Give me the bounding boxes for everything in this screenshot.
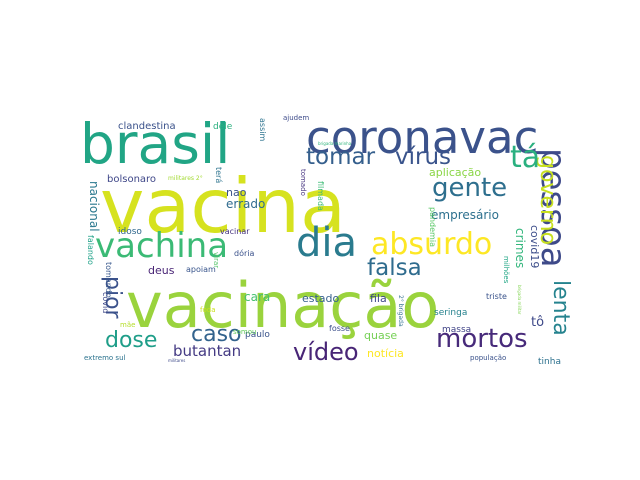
word: vacinar (220, 227, 250, 236)
word: filmada (316, 181, 325, 211)
word: vachina (95, 226, 229, 266)
word: virar (212, 252, 220, 269)
word-cloud: vacina vacinação coronavac brasil vachin… (80, 111, 573, 367)
word: terá (214, 167, 223, 184)
word: tomar (306, 144, 376, 170)
word: nao (226, 186, 247, 199)
word: fila (370, 292, 387, 305)
word: coronavac (306, 111, 539, 164)
word: mãe (120, 321, 136, 329)
word: extremo sul (84, 354, 126, 362)
word: dia (296, 220, 358, 266)
word: cara (244, 290, 271, 304)
word: militares 2° (168, 175, 203, 182)
word: falando (86, 235, 95, 265)
word: empresário (431, 208, 499, 222)
word: falsa (367, 255, 422, 281)
word: milhões (502, 256, 510, 284)
word: clandestina (118, 121, 176, 132)
word: estado (302, 292, 340, 305)
word: dose (105, 328, 158, 353)
word: lenta (548, 280, 573, 336)
word: mortos (436, 324, 528, 354)
word: ajudem (283, 114, 310, 122)
word: covid (101, 292, 110, 314)
word: notícia (367, 347, 404, 360)
word: vírus (395, 144, 452, 170)
word: caso (191, 322, 242, 347)
word: quase (364, 329, 398, 342)
word: errado (226, 197, 266, 211)
word: 2° brigada (397, 295, 404, 327)
word: tá (510, 140, 541, 175)
word: seringa (434, 308, 468, 318)
word: tô (531, 315, 545, 330)
word: brigada marinha (318, 141, 352, 146)
word: assim (258, 118, 267, 142)
word: dele (213, 122, 233, 132)
word: nacional (87, 181, 101, 232)
word: butantan (173, 342, 242, 360)
word: brasil (80, 112, 231, 176)
word: militares (168, 358, 186, 363)
word: tinha (538, 357, 561, 367)
word: apoiam (186, 265, 216, 274)
word: pandemia (428, 207, 437, 247)
word: gente (432, 173, 508, 203)
word: massa (442, 325, 472, 335)
word: brigada militar (517, 285, 522, 315)
word: população (470, 354, 507, 362)
word: crimes (513, 228, 527, 269)
word: vacina (100, 162, 346, 250)
word: triste (486, 292, 507, 301)
word: bolsonaro (107, 174, 157, 185)
word: fosse (329, 324, 350, 333)
word: tomado (299, 169, 307, 196)
word: paulo (245, 330, 270, 340)
word: idoso (118, 227, 142, 237)
word: deus (148, 264, 175, 277)
word: somou (233, 328, 257, 336)
word: absurdo (371, 227, 493, 262)
word: foda (200, 306, 216, 314)
word: vacinação (126, 269, 440, 342)
word: covid19 (528, 225, 541, 269)
word: dória (234, 249, 255, 258)
word: aplicação (429, 166, 482, 179)
word: vídeo (293, 338, 359, 366)
